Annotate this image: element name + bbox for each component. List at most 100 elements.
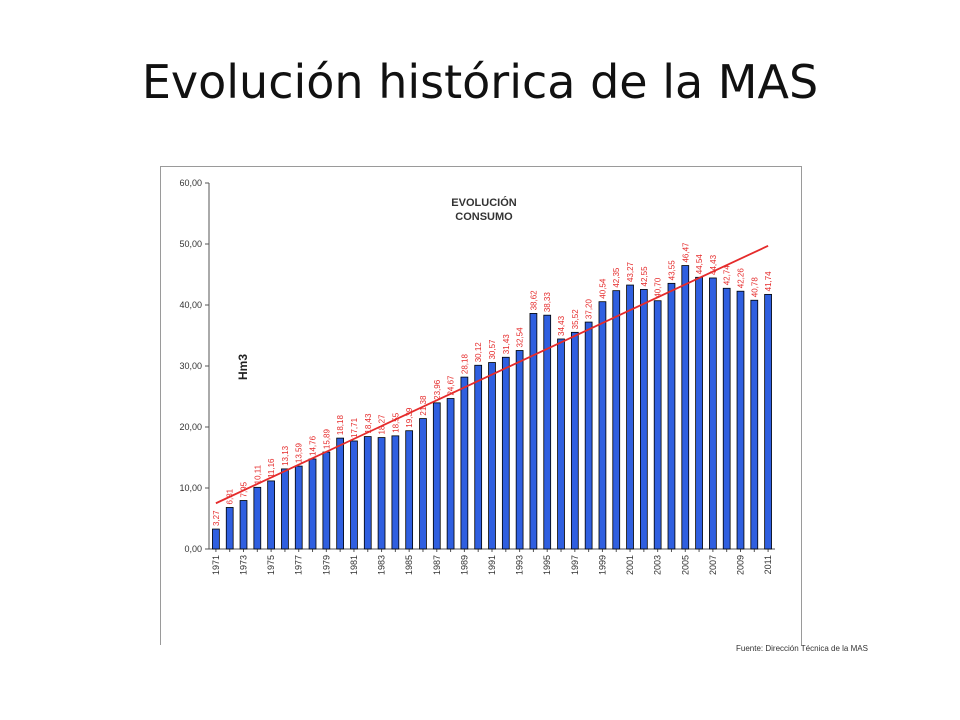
bar <box>281 468 289 550</box>
data-label: 6,81 <box>226 488 235 504</box>
y-tick-label: 10,00 <box>179 483 202 493</box>
y-tick-label: 0,00 <box>184 544 202 554</box>
data-label: 30,12 <box>474 342 483 363</box>
data-label: 13,13 <box>281 445 290 466</box>
x-tick-label: 1993 <box>515 555 525 575</box>
bar <box>212 528 220 550</box>
data-label: 18,43 <box>364 413 373 434</box>
bar <box>336 437 344 550</box>
x-tick-label: 1995 <box>542 555 552 575</box>
bar <box>750 299 759 550</box>
bar <box>598 301 607 550</box>
bar <box>667 282 676 550</box>
data-label: 18,55 <box>391 412 400 433</box>
data-label: 38,62 <box>529 290 538 311</box>
bar <box>501 356 510 550</box>
data-label: 43,27 <box>626 261 635 282</box>
bar <box>308 458 317 550</box>
data-label: 18,18 <box>336 415 345 436</box>
bar <box>294 465 303 550</box>
bar <box>557 338 565 550</box>
data-label: 43,55 <box>667 260 676 281</box>
data-label: 18,27 <box>378 414 387 435</box>
data-label: 30,57 <box>488 339 497 360</box>
data-label: 41,74 <box>764 271 773 292</box>
data-label: 21,38 <box>419 395 428 416</box>
data-label: 40,78 <box>750 277 759 298</box>
bar <box>474 364 483 550</box>
y-tick-label: 20,00 <box>179 422 202 432</box>
data-label: 40,70 <box>654 277 663 298</box>
data-label: 28,18 <box>460 354 469 375</box>
data-label: 17,71 <box>350 417 359 438</box>
bar <box>405 430 414 550</box>
x-tick-label: 1983 <box>377 555 387 575</box>
data-label: 35,52 <box>571 309 580 330</box>
bar <box>515 350 524 550</box>
bar <box>584 321 593 550</box>
data-label: 42,35 <box>612 267 621 288</box>
data-label: 19,39 <box>405 407 414 428</box>
bar <box>612 290 621 550</box>
data-label: 31,43 <box>502 334 511 355</box>
x-tick-label: 1997 <box>570 555 580 575</box>
bar <box>543 314 552 550</box>
bar <box>488 362 496 550</box>
bar <box>363 436 372 550</box>
data-label: 42,26 <box>736 268 745 289</box>
bar <box>653 300 662 550</box>
x-tick-label: 1991 <box>487 555 497 575</box>
bar <box>322 451 331 550</box>
x-tick-label: 1989 <box>459 555 469 575</box>
bar <box>446 398 455 550</box>
data-label: 42,74 <box>723 265 732 286</box>
x-tick-label: 1977 <box>294 555 304 575</box>
data-label: 10,11 <box>253 464 262 484</box>
bar <box>626 284 634 550</box>
data-label: 32,54 <box>516 327 525 348</box>
x-tick-label: 1979 <box>321 555 331 575</box>
data-label: 13,59 <box>295 443 304 464</box>
bar <box>736 290 745 550</box>
chart-frame: EVOLUCIÓN CONSUMO Hm3 0,00 10,00 20,00 30,0… <box>160 166 802 645</box>
y-axis-unit-label: Hm3 <box>236 354 250 380</box>
y-tick-label: 50,00 <box>179 239 202 249</box>
chart-title-line2: CONSUMO <box>455 211 513 223</box>
x-tick-label: 2003 <box>653 555 663 575</box>
chart-title-line1: EVOLUCIÓN <box>451 196 516 209</box>
x-tick-label: 1999 <box>597 555 607 575</box>
data-label: 15,89 <box>322 429 331 450</box>
data-label: 23,96 <box>433 379 442 400</box>
x-tick-label: 2007 <box>708 555 718 575</box>
bar <box>640 289 648 550</box>
source-note: Fuente: Dirección Técnica de la MAS <box>736 644 868 653</box>
data-label: 38,33 <box>543 292 552 313</box>
bar <box>709 277 717 550</box>
consumption-chart: EVOLUCIÓN CONSUMO Hm3 0,00 10,00 20,00 30,0… <box>179 178 775 575</box>
bar <box>722 287 731 550</box>
y-tick-label: 40,00 <box>179 300 202 310</box>
bar <box>377 437 386 550</box>
y-tick-label: 60,00 <box>179 178 202 188</box>
x-tick-label: 1985 <box>404 555 414 575</box>
data-label: 42,55 <box>640 266 649 287</box>
bar <box>253 486 262 550</box>
x-tick-label: 1975 <box>266 555 276 575</box>
y-tick-label: 30,00 <box>179 361 202 371</box>
trend-line <box>215 245 769 505</box>
bar <box>681 265 690 550</box>
bar <box>350 440 358 550</box>
data-label: 14,76 <box>309 435 318 456</box>
bar <box>225 507 234 550</box>
data-label: 44,43 <box>709 254 718 275</box>
bar <box>529 313 538 550</box>
data-label: 34,43 <box>557 315 566 336</box>
data-label: 7,95 <box>240 481 249 497</box>
bar <box>570 331 579 550</box>
bar <box>239 500 248 550</box>
data-label: 24,67 <box>447 375 456 396</box>
bar <box>419 418 427 550</box>
x-tick-label: 2009 <box>735 555 745 575</box>
data-label: 44,54 <box>695 254 704 275</box>
bar <box>432 402 441 550</box>
